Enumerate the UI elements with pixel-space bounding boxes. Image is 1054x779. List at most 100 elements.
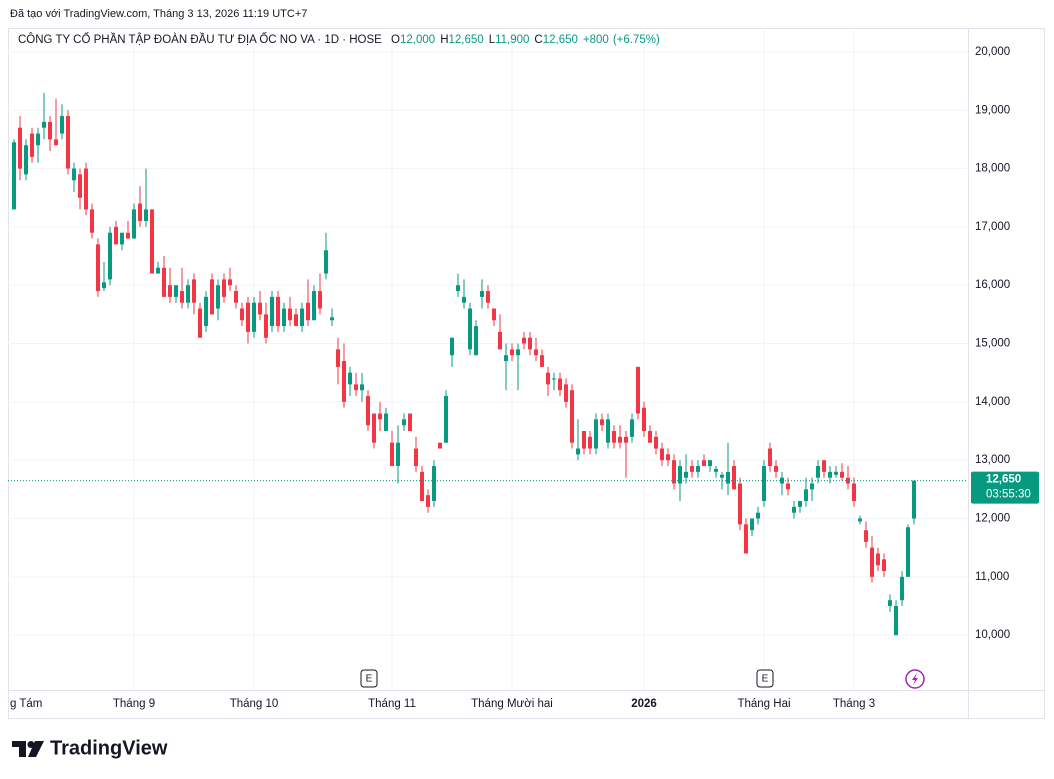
y-tick-label: 15,000: [975, 338, 1010, 350]
ohlc-key: O: [391, 34, 400, 46]
candle-body: [714, 468, 718, 472]
candle-body: [630, 419, 634, 437]
candle-body: [402, 419, 406, 426]
candle-body: [426, 495, 430, 507]
candle-body: [366, 396, 370, 426]
candle-body: [240, 308, 244, 321]
candle-body: [864, 530, 868, 542]
candle-body: [624, 436, 628, 443]
candle-body: [12, 142, 16, 210]
y-tick-label: 18,000: [975, 163, 1010, 175]
candle-body: [258, 302, 262, 315]
candle-body: [228, 279, 232, 286]
candle-body: [600, 419, 604, 426]
candle-body: [654, 436, 658, 449]
candle-body: [882, 559, 886, 572]
candle-body: [648, 431, 652, 443]
candle-body: [420, 471, 424, 502]
candle-body: [744, 524, 748, 554]
brand: TradingView: [50, 737, 168, 759]
candle-body: [348, 372, 352, 385]
candle-body: [798, 501, 802, 507]
candle-body: [156, 267, 160, 274]
candle-body: [462, 296, 466, 303]
candle-body: [504, 355, 508, 362]
event-icon: [905, 669, 925, 689]
candle-body: [318, 291, 322, 309]
candle-body: [822, 460, 826, 472]
event-marker-label: E: [762, 674, 769, 685]
candle-body: [306, 302, 310, 321]
y-tick-label: 14,000: [975, 396, 1010, 408]
candle-body: [144, 209, 148, 222]
candle-body: [60, 116, 64, 134]
candle-body: [522, 337, 526, 344]
candle-body: [912, 480, 916, 519]
candle-body: [468, 308, 472, 350]
candle-body: [36, 133, 40, 146]
candle-body: [198, 308, 202, 338]
candle-body: [114, 226, 118, 245]
candle-body: [54, 139, 58, 146]
candle-body: [108, 232, 112, 280]
candle-body: [90, 209, 94, 233]
watermark: Đã tạo với TradingView.com, Tháng 3 13, …: [10, 8, 307, 20]
ohlc-value: 12,650: [448, 34, 484, 46]
candle-body: [480, 291, 484, 297]
candle-body: [570, 390, 574, 443]
candle-body: [72, 168, 76, 181]
candle-body: [582, 431, 586, 449]
ohlc-key: L: [488, 34, 496, 46]
event-marker-label: E: [366, 674, 373, 685]
candle-body: [162, 267, 166, 297]
ohlc-value: 12,650: [542, 34, 578, 46]
candle-body: [702, 460, 706, 467]
candle-body: [66, 116, 70, 169]
symbol-title: CÔNG TY CỔ PHẦN TẬP ĐOÀN ĐẦU TƯ ĐỊA ỐC N…: [18, 34, 382, 46]
candle-body: [264, 314, 268, 338]
candle-body: [174, 285, 178, 297]
candle-body: [750, 518, 754, 531]
y-tick-label: 20,000: [975, 46, 1010, 58]
x-tick-label: Tháng 10: [230, 698, 279, 710]
price-tag: [971, 471, 1039, 504]
candle-body: [900, 576, 904, 601]
candle-body: [48, 121, 52, 140]
candle-body: [696, 466, 700, 472]
candle-body: [834, 471, 838, 475]
candle-body: [840, 471, 844, 478]
candle-body: [282, 308, 286, 327]
candle-body: [564, 384, 568, 402]
candle-body: [312, 291, 316, 321]
candle-body: [612, 431, 616, 443]
candle-body: [606, 419, 610, 443]
event-marker: [360, 669, 378, 688]
x-tick-label: Tháng Mười hai: [471, 698, 553, 710]
candle-body: [204, 296, 208, 327]
candle-body: [720, 474, 724, 478]
candle-body: [126, 232, 130, 239]
candle-body: [390, 442, 394, 467]
candle-body: [474, 326, 478, 356]
candle-body: [762, 466, 766, 502]
candle-body: [336, 349, 340, 367]
y-tick-label: 13,000: [975, 454, 1010, 466]
candle-body: [342, 361, 346, 402]
candle-body: [414, 448, 418, 467]
candle-body: [246, 302, 250, 332]
x-tick-label: 2026: [631, 698, 657, 710]
candle-body: [384, 413, 388, 432]
candle-body: [870, 547, 874, 577]
candle-body: [30, 133, 34, 157]
candle-body: [276, 296, 280, 327]
candle-body: [792, 506, 796, 513]
candle-body: [828, 471, 832, 478]
chart-frame: [8, 28, 1045, 719]
price-tag-label: 12,650: [986, 474, 1021, 486]
y-tick-label: 11,000: [975, 571, 1009, 583]
candle-body: [192, 279, 196, 303]
ohlc-value: 12,000: [400, 34, 436, 46]
candle-body: [102, 282, 106, 289]
